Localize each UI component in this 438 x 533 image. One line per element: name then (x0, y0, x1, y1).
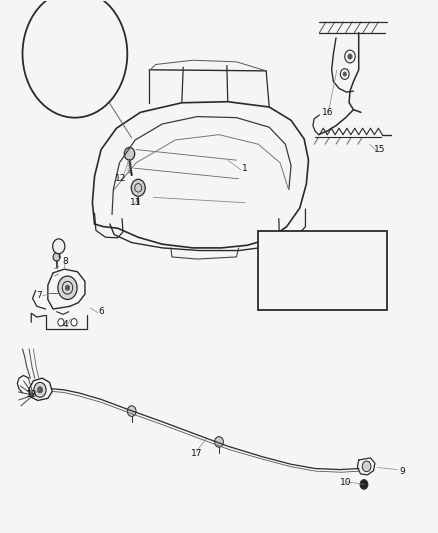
Circle shape (362, 461, 371, 472)
Circle shape (83, 52, 91, 61)
Text: 10: 10 (340, 478, 351, 487)
Circle shape (360, 480, 368, 489)
Circle shape (348, 54, 352, 59)
Circle shape (343, 72, 346, 76)
Circle shape (38, 35, 49, 49)
Text: 6: 6 (98, 307, 104, 316)
Circle shape (53, 253, 60, 261)
Circle shape (131, 179, 145, 196)
Circle shape (58, 276, 77, 300)
Text: 3: 3 (356, 286, 362, 295)
Text: 13: 13 (26, 390, 38, 399)
Text: 16: 16 (321, 108, 333, 117)
Circle shape (124, 148, 135, 160)
Text: 15: 15 (374, 145, 385, 154)
Circle shape (65, 285, 70, 290)
Circle shape (71, 319, 77, 326)
Text: 1: 1 (242, 164, 248, 173)
Circle shape (34, 382, 46, 397)
Circle shape (89, 55, 94, 61)
Text: 18: 18 (46, 81, 58, 90)
Bar (258, 231, 387, 310)
Text: 8: 8 (63, 257, 68, 265)
Circle shape (215, 437, 223, 447)
Text: 9: 9 (399, 467, 405, 475)
Text: 17: 17 (191, 449, 202, 458)
Bar (280, 281, 291, 295)
Circle shape (58, 319, 64, 326)
Circle shape (22, 0, 127, 118)
Text: 4: 4 (63, 320, 68, 329)
Bar (276, 277, 302, 300)
Text: 12: 12 (115, 174, 127, 183)
Circle shape (37, 386, 42, 393)
Text: 11: 11 (130, 198, 142, 207)
Circle shape (127, 406, 136, 416)
Text: 7: 7 (36, 291, 42, 300)
Circle shape (53, 239, 65, 254)
Circle shape (41, 39, 46, 45)
